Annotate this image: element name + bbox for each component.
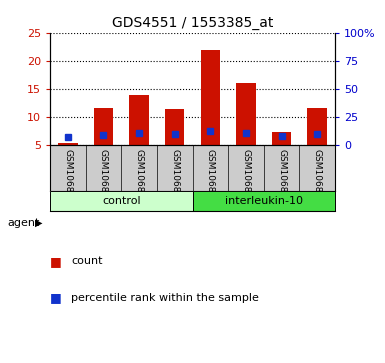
- Text: GSM1068620: GSM1068620: [313, 148, 321, 209]
- Bar: [165, 109, 184, 145]
- Text: GSM1068616: GSM1068616: [241, 148, 250, 209]
- Bar: [236, 83, 256, 145]
- Text: ■: ■: [50, 291, 62, 304]
- Title: GDS4551 / 1553385_at: GDS4551 / 1553385_at: [112, 16, 273, 30]
- Text: GSM1068619: GSM1068619: [170, 148, 179, 209]
- Text: GSM1068613: GSM1068613: [64, 148, 72, 209]
- Text: agent: agent: [8, 218, 40, 228]
- Text: percentile rank within the sample: percentile rank within the sample: [71, 293, 259, 303]
- Bar: [272, 132, 291, 145]
- Bar: [50, 191, 192, 211]
- Text: ■: ■: [50, 255, 62, 268]
- Bar: [129, 95, 149, 145]
- Bar: [94, 107, 113, 145]
- Text: GSM1068615: GSM1068615: [99, 148, 108, 209]
- Bar: [307, 108, 327, 145]
- Bar: [201, 50, 220, 145]
- Bar: [58, 143, 78, 145]
- Text: GSM1068618: GSM1068618: [277, 148, 286, 209]
- Text: ▶: ▶: [35, 218, 42, 228]
- Text: GSM1068617: GSM1068617: [135, 148, 144, 209]
- Text: control: control: [102, 196, 141, 206]
- Bar: [192, 191, 335, 211]
- Text: count: count: [71, 256, 103, 266]
- Text: interleukin-10: interleukin-10: [225, 196, 303, 206]
- Text: GSM1068614: GSM1068614: [206, 148, 215, 209]
